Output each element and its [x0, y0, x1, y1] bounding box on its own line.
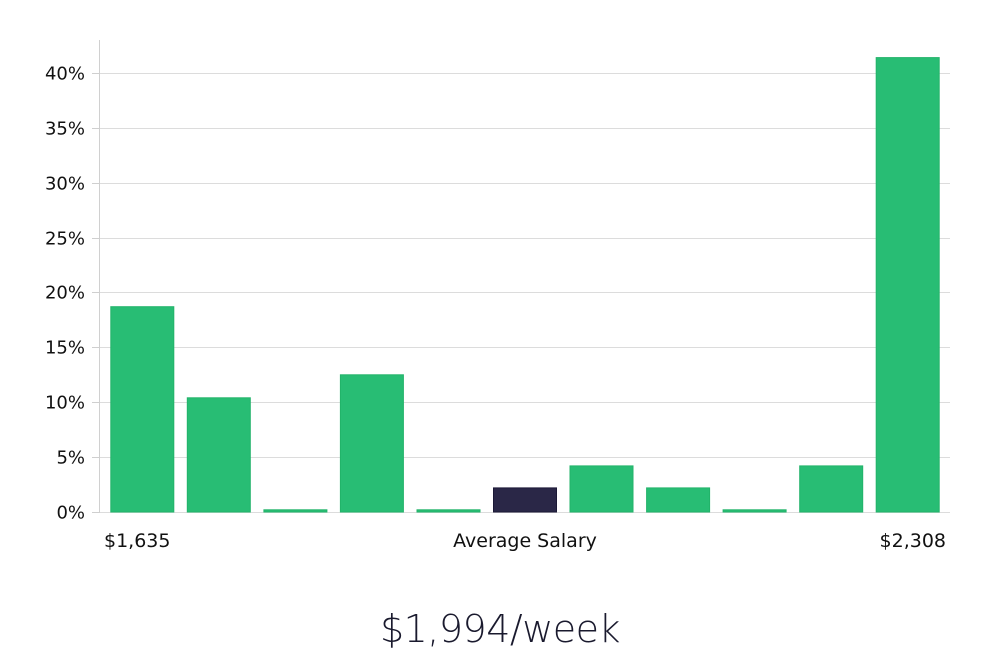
bar — [875, 57, 940, 513]
salary-histogram: 0% 5% 10% 15% 20% 25% 30% 35% 40% $1,635 Average… — [45, 40, 950, 552]
bars — [110, 57, 940, 513]
y-tick-label: 20% — [45, 283, 85, 304]
y-tick-label: 10% — [45, 393, 85, 414]
bar — [110, 306, 175, 513]
bar — [646, 487, 711, 513]
bar — [186, 397, 251, 513]
bar-highlighted — [493, 487, 557, 513]
y-tick-label: 25% — [45, 229, 85, 250]
bar — [416, 509, 481, 513]
bar — [339, 374, 404, 513]
bar — [799, 465, 864, 513]
y-tick-label: 0% — [56, 503, 85, 524]
y-tick-label: 5% — [56, 448, 85, 469]
y-axis-ticks: 0% 5% 10% 15% 20% 25% 30% 35% 40% — [45, 64, 100, 524]
y-tick-label: 15% — [45, 338, 85, 359]
bar — [263, 509, 328, 513]
y-tick-label: 35% — [45, 119, 85, 140]
x-axis-title: Average Salary — [453, 530, 597, 552]
weekly-salary-summary: $1,994/week — [379, 607, 621, 651]
x-min-label: $1,635 — [104, 530, 170, 552]
x-max-label: $2,308 — [880, 530, 946, 552]
y-tick-label: 40% — [45, 64, 85, 85]
bar — [722, 509, 787, 513]
y-tick-label: 30% — [45, 174, 85, 195]
bar — [569, 465, 634, 513]
